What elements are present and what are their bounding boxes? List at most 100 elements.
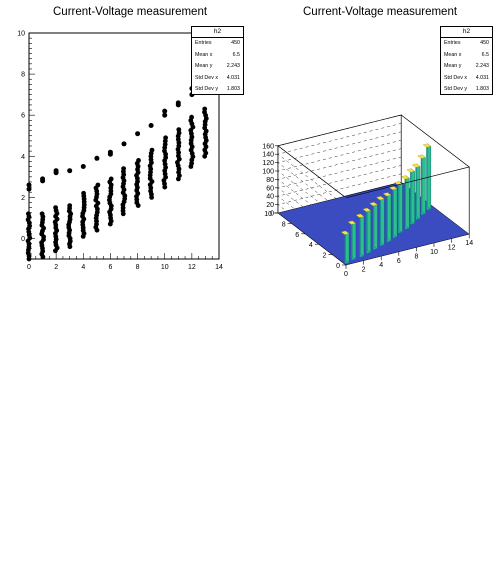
left-scatter-points [25, 86, 209, 262]
y-tick-label: 0 [336, 263, 340, 270]
left-stats-row: Mean y 2.243 [192, 61, 243, 73]
lego-bar-top [382, 192, 392, 197]
right-stats-row: Entries 450 [441, 38, 492, 50]
y-tick-label: 8 [282, 221, 286, 228]
scatter-point [149, 147, 155, 153]
scatter-point [26, 186, 32, 192]
z-tick-label: 0 [270, 211, 274, 218]
x-tick-label: 10 [430, 249, 438, 256]
z-tick-label: 100 [262, 169, 274, 176]
right-stats-label: Std Dev y [444, 86, 467, 92]
y-tick-label: 2 [21, 195, 25, 202]
right-stats-row: Mean y 2.243 [441, 61, 492, 73]
lego-bar-top [417, 154, 426, 159]
lego-bar-top [411, 163, 421, 168]
lego-bar-side [393, 185, 398, 238]
z-tick-label: 160 [262, 143, 274, 150]
scatter-point [67, 203, 73, 209]
y-tick-label: 10 [264, 211, 272, 218]
y-tick-label: 10 [17, 31, 25, 38]
left-stats-row: Std Dev x 4.031 [192, 73, 243, 85]
scatter-point [175, 100, 181, 106]
z-tick-label: 120 [262, 160, 274, 167]
right-stats-name: h2 [441, 27, 492, 38]
x-tick-label: 6 [397, 258, 401, 265]
scatter-point [107, 149, 113, 155]
right-stats-row: Std Dev y 1.803 [441, 84, 492, 96]
x-tick-label: 6 [108, 264, 112, 271]
scatter-point [67, 168, 73, 174]
left-stats-value: 1.803 [226, 86, 240, 92]
x-tick-label: 2 [54, 264, 58, 271]
scatter-point [162, 112, 168, 118]
right-stats-value: 1.803 [475, 86, 489, 92]
lego-bar-side [416, 163, 421, 220]
x-tick-label: 10 [161, 264, 169, 271]
scatter-point [80, 164, 86, 169]
lego-bar-side [387, 192, 392, 242]
scatter-point [94, 155, 100, 161]
right-stats-label: Mean x [444, 51, 462, 58]
right-stats-row: Mean x 6.5 [441, 50, 492, 62]
scatter-point [81, 190, 86, 196]
y-tick-label: 4 [21, 154, 25, 161]
left-chart-title: Current-Voltage measurement [53, 6, 208, 18]
lego-bar-top [355, 213, 365, 218]
y-tick-label: 2 [322, 253, 326, 260]
left-stats-row: Entries 450 [192, 38, 243, 50]
scatter-point [176, 127, 182, 132]
y-tick-label: 4 [309, 242, 313, 249]
right-stats-value: 4.031 [475, 74, 489, 81]
x-tick-label: 8 [414, 253, 418, 260]
scatter-point [40, 176, 46, 182]
z-tick-label: 140 [262, 152, 274, 159]
scatter-point [148, 123, 154, 128]
right-stats-row: Std Dev x 4.031 [441, 73, 492, 85]
left-stats-value: 2.243 [226, 63, 240, 69]
x-tick-label: 4 [81, 264, 85, 271]
x-tick-label: 12 [448, 245, 456, 252]
left-stats-label: Entries [195, 40, 212, 46]
left-stats-name: h2 [192, 27, 243, 38]
scatter-point [39, 211, 45, 217]
lego-bar-side [405, 175, 410, 229]
right-stats-label: Mean y [444, 63, 462, 69]
left-stats-value: 4.031 [226, 74, 240, 81]
lego-bar-top [362, 207, 372, 212]
scatter-point [135, 131, 141, 137]
lego-bar-side [360, 213, 365, 257]
scatter-point [53, 205, 58, 211]
lego-bar-side [367, 207, 371, 253]
right-chart-title: Current-Voltage measurement [303, 6, 458, 18]
right-stats-value: 2.243 [475, 63, 489, 69]
z-tick-label: 20 [266, 202, 274, 209]
lego-bar-top [401, 175, 410, 180]
scatter-point [121, 166, 126, 172]
right-stats-box: h2 Entries 450 Mean x 6.5 Mean y 2.243 S… [440, 26, 493, 95]
lego-bar-side [345, 230, 350, 264]
left-stats-label: Mean y [195, 63, 213, 69]
lego-bar-top [422, 143, 432, 148]
z-tick-label: 80 [266, 177, 274, 184]
lego-bar-top [340, 230, 350, 235]
lego-bar-top [406, 168, 415, 173]
z-tick-label: 40 [266, 194, 274, 201]
scatter-point [26, 211, 31, 217]
right-stats-label: Entries [444, 40, 461, 46]
x-tick-label: 12 [188, 264, 196, 271]
lego-bar-side [398, 181, 403, 233]
scatter-point [53, 168, 59, 174]
y-tick-label: 0 [21, 236, 25, 243]
lego-bar-side [411, 168, 415, 225]
right-stats-label: Std Dev x [444, 74, 467, 81]
left-stats-label: Mean x [195, 51, 213, 58]
x-tick-label: 8 [136, 264, 140, 271]
scatter-point [202, 106, 208, 112]
x-tick-label: 14 [465, 240, 473, 247]
lego-bar-top [376, 196, 385, 201]
left-stats-row: Std Dev y 1.803 [192, 84, 243, 96]
scatter-point [163, 135, 169, 141]
scatter-point [121, 141, 127, 147]
x-tick-label: 14 [215, 264, 223, 271]
